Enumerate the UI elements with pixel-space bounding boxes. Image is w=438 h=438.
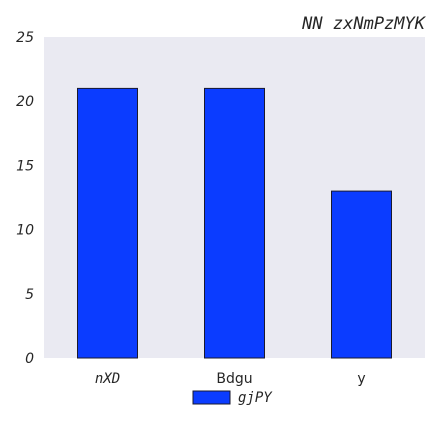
y-axis-ticks: 0 5 10 15 20 25 [16, 30, 34, 367]
y-tick-label: 10 [16, 223, 34, 239]
y-tick-label: 20 [16, 94, 34, 110]
bar-bdgu [204, 87, 265, 359]
x-tick-label: y [357, 371, 365, 387]
y-tick-label: 25 [16, 30, 34, 46]
bar-nxd [77, 87, 138, 359]
y-tick-label: 15 [16, 158, 34, 174]
x-tick-label: Bdgu [216, 371, 252, 387]
bars [77, 87, 392, 359]
chart-title: NN zxNmPzMYK [301, 14, 427, 34]
legend-swatch [192, 390, 231, 405]
y-tick-label: 5 [25, 287, 34, 303]
x-tick-label: nXD [95, 371, 120, 387]
y-tick-label: 0 [25, 351, 34, 367]
x-axis-ticks: nXD Bdgu y [95, 371, 366, 387]
bar-y [331, 190, 392, 359]
legend-label: gjPY [238, 390, 273, 406]
legend: gjPY [192, 390, 273, 406]
